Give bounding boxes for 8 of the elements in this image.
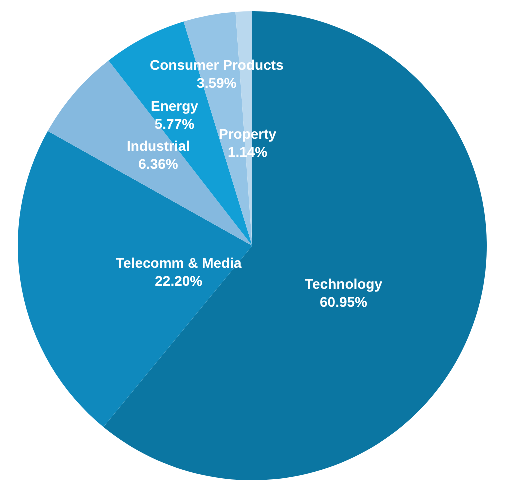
data-label: 60.95% xyxy=(320,294,368,310)
data-label: 22.20% xyxy=(155,273,204,290)
data-label: 6.36% xyxy=(138,156,179,172)
slice-label: Telecomm & Media xyxy=(116,255,242,271)
data-label: 5.77% xyxy=(154,116,196,132)
pie-slice xyxy=(104,12,487,480)
slice-label: Technology xyxy=(305,276,383,292)
slice-label: Energy xyxy=(151,98,199,114)
